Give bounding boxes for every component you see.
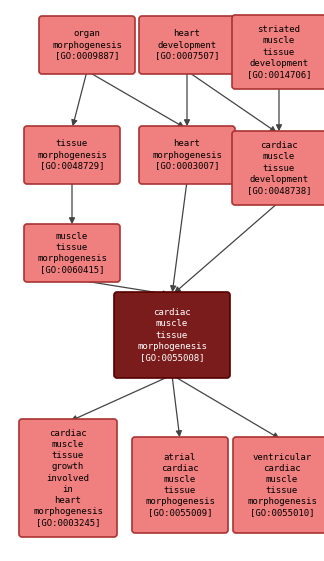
Text: heart
development
[GO:0007507]: heart development [GO:0007507] — [155, 29, 219, 61]
FancyBboxPatch shape — [233, 437, 324, 533]
FancyBboxPatch shape — [39, 16, 135, 74]
Text: cardiac
muscle
tissue
morphogenesis
[GO:0055008]: cardiac muscle tissue morphogenesis [GO:… — [137, 309, 207, 362]
FancyBboxPatch shape — [232, 15, 324, 89]
Text: muscle
tissue
morphogenesis
[GO:0060415]: muscle tissue morphogenesis [GO:0060415] — [37, 232, 107, 274]
Text: cardiac
muscle
tissue
development
[GO:0048738]: cardiac muscle tissue development [GO:00… — [247, 141, 311, 195]
FancyBboxPatch shape — [132, 437, 228, 533]
FancyBboxPatch shape — [139, 16, 235, 74]
FancyBboxPatch shape — [139, 126, 235, 184]
FancyBboxPatch shape — [24, 224, 120, 282]
Text: atrial
cardiac
muscle
tissue
morphogenesis
[GO:0055009]: atrial cardiac muscle tissue morphogenes… — [145, 453, 215, 517]
Text: tissue
morphogenesis
[GO:0048729]: tissue morphogenesis [GO:0048729] — [37, 139, 107, 171]
Text: striated
muscle
tissue
development
[GO:0014706]: striated muscle tissue development [GO:0… — [247, 25, 311, 79]
FancyBboxPatch shape — [19, 419, 117, 537]
Text: organ
morphogenesis
[GO:0009887]: organ morphogenesis [GO:0009887] — [52, 29, 122, 61]
Text: ventricular
cardiac
muscle
tissue
morphogenesis
[GO:0055010]: ventricular cardiac muscle tissue morpho… — [247, 453, 317, 517]
Text: cardiac
muscle
tissue
growth
involved
in
heart
morphogenesis
[GO:0003245]: cardiac muscle tissue growth involved in… — [33, 429, 103, 527]
FancyBboxPatch shape — [24, 126, 120, 184]
Text: heart
morphogenesis
[GO:0003007]: heart morphogenesis [GO:0003007] — [152, 139, 222, 171]
FancyBboxPatch shape — [232, 131, 324, 205]
FancyBboxPatch shape — [114, 292, 230, 378]
